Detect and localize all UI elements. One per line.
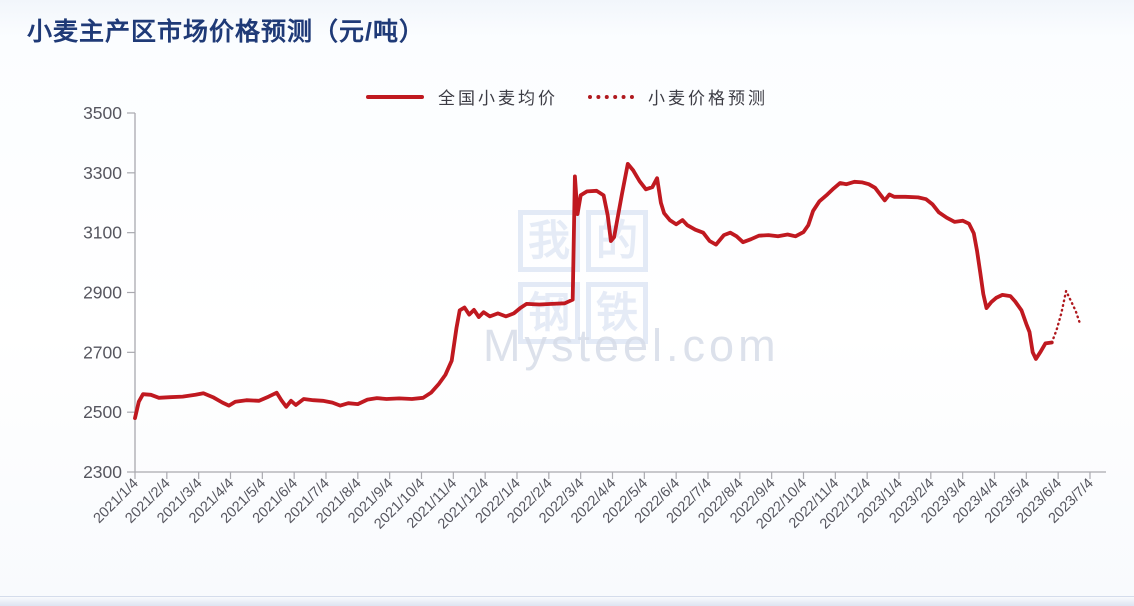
svg-text:2300: 2300 xyxy=(83,462,122,482)
legend-label-forecast: 小麦价格预测 xyxy=(648,89,768,108)
chart-legend: 全国小麦均价 小麦价格预测 xyxy=(0,84,1134,109)
chart-title: 小麦主产区市场价格预测（元/吨） xyxy=(27,18,425,46)
legend-item-forecast: 小麦价格预测 xyxy=(588,84,768,109)
svg-text:3500: 3500 xyxy=(83,103,122,123)
solid-line-swatch xyxy=(366,94,424,99)
svg-text:3100: 3100 xyxy=(83,223,122,243)
svg-text:3300: 3300 xyxy=(83,163,122,183)
bottom-border-strip xyxy=(0,596,1134,606)
svg-text:2900: 2900 xyxy=(83,283,122,303)
svg-text:2700: 2700 xyxy=(83,342,122,362)
legend-label-national-avg: 全国小麦均价 xyxy=(438,89,558,108)
svg-text:2500: 2500 xyxy=(83,402,122,422)
dotted-line-swatch xyxy=(588,94,634,99)
legend-item-national-avg: 全国小麦均价 xyxy=(366,84,558,109)
